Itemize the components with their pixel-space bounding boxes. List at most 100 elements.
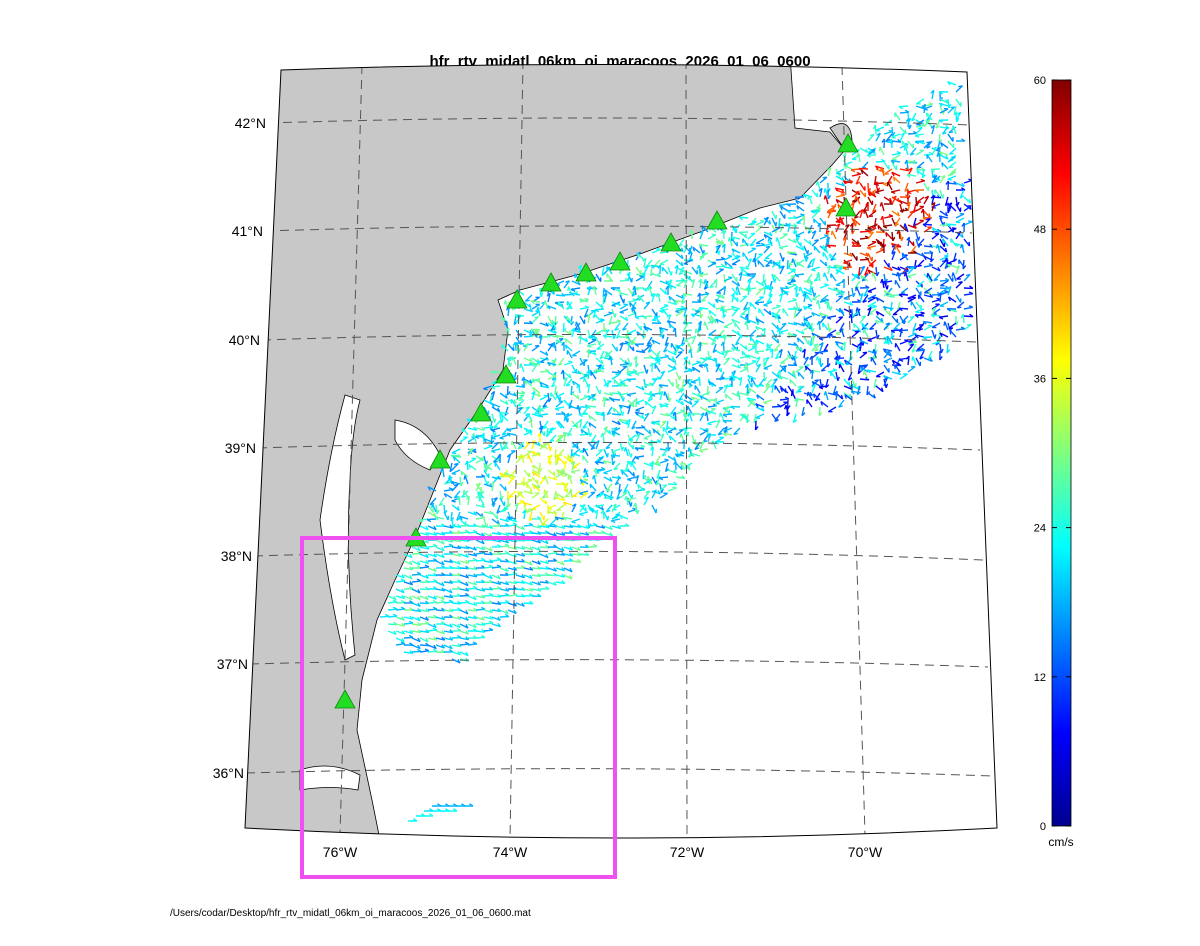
- vector: [690, 452, 701, 458]
- vector: [715, 268, 725, 275]
- vector: [602, 294, 607, 305]
- vector: [915, 252, 925, 258]
- vector: [610, 518, 621, 523]
- vector: [934, 189, 941, 198]
- vector: [867, 191, 877, 198]
- vector: [626, 271, 631, 282]
- vector: [627, 476, 637, 482]
- vector: [838, 307, 845, 317]
- vector: [827, 209, 833, 219]
- vector: [739, 343, 748, 351]
- vector: [835, 223, 841, 233]
- vector: [753, 341, 757, 352]
- vector: [572, 490, 581, 498]
- vector: [499, 399, 509, 405]
- vector: [834, 264, 845, 269]
- vector: [772, 260, 781, 268]
- vector: [690, 396, 701, 401]
- vector: [491, 580, 502, 586]
- vector: [467, 557, 478, 562]
- vector: [675, 343, 679, 354]
- vector: [942, 238, 949, 247]
- vector: [464, 460, 469, 471]
- vector: [731, 238, 739, 247]
- vector: [687, 412, 693, 422]
- vector: [563, 376, 568, 387]
- vector: [590, 371, 597, 380]
- vector: [707, 301, 716, 309]
- vector: [547, 532, 557, 537]
- vector: [586, 369, 591, 380]
- vector: [722, 308, 733, 313]
- vector: [507, 343, 515, 352]
- vector: [868, 259, 877, 267]
- vector: [395, 637, 405, 643]
- vector: [618, 404, 629, 409]
- vector: [906, 265, 917, 270]
- vector: [579, 551, 590, 556]
- vector: [694, 385, 701, 394]
- vector: [600, 411, 605, 422]
- vector: [435, 539, 445, 545]
- vector: [898, 327, 903, 338]
- vector: [483, 424, 494, 429]
- vector: [499, 580, 510, 586]
- vector: [739, 295, 748, 303]
- lat-label: 42°N: [235, 115, 266, 131]
- vector: [823, 391, 829, 401]
- vector: [963, 238, 971, 247]
- vector: [578, 418, 583, 429]
- vector: [664, 462, 670, 473]
- vector: [731, 273, 738, 282]
- vector: [891, 315, 899, 324]
- vector: [958, 259, 965, 268]
- vector: [819, 357, 824, 368]
- vector: [930, 252, 935, 263]
- vector: [923, 255, 933, 261]
- vector: [555, 573, 566, 578]
- vector: [941, 162, 949, 170]
- vector: [451, 524, 462, 528]
- vector: [878, 146, 885, 156]
- vector: [771, 217, 778, 227]
- vector: [562, 460, 567, 471]
- vector: [435, 531, 446, 536]
- vector: [901, 315, 909, 324]
- vector: [650, 460, 654, 471]
- vector: [717, 427, 725, 436]
- vector: [658, 476, 669, 481]
- vector: [563, 546, 574, 551]
- vector: [731, 287, 739, 296]
- vector: [424, 813, 434, 817]
- vector: [554, 406, 565, 411]
- vector: [543, 300, 549, 310]
- vector: [835, 371, 840, 382]
- vector: [683, 426, 689, 436]
- vector: [747, 278, 752, 289]
- vector: [701, 294, 709, 302]
- vector: [395, 630, 406, 635]
- vector: [538, 334, 543, 345]
- vector: [867, 301, 877, 308]
- vector: [714, 336, 725, 340]
- vector: [467, 447, 474, 457]
- vector: [916, 169, 925, 177]
- vector: [603, 469, 613, 475]
- vector: [651, 308, 658, 317]
- vector: [755, 253, 764, 261]
- vector: [586, 313, 591, 324]
- vector: [791, 258, 797, 268]
- vector: [510, 440, 517, 450]
- vector: [611, 430, 621, 436]
- vector: [907, 273, 917, 279]
- vector: [955, 265, 960, 275]
- vector: [531, 516, 542, 520]
- vector: [744, 313, 749, 324]
- vector: [483, 574, 493, 580]
- vector: [475, 621, 486, 626]
- lat-label: 40°N: [229, 332, 260, 348]
- vector: [438, 497, 445, 507]
- vector: [962, 259, 967, 270]
- vector: [758, 308, 765, 317]
- vector: [426, 518, 437, 523]
